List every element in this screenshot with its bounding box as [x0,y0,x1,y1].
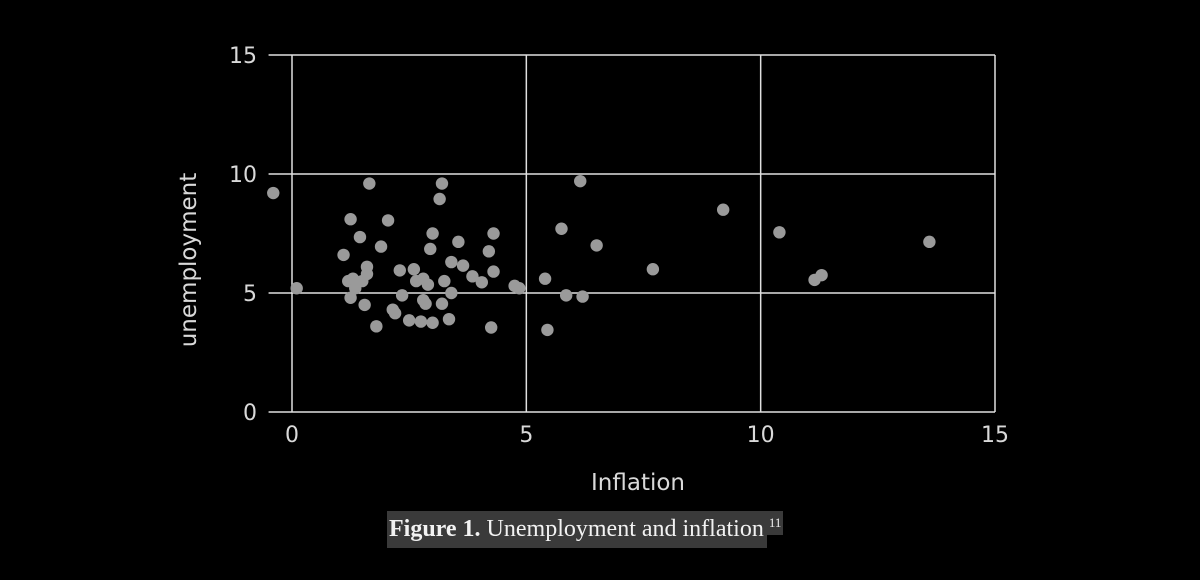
data-point [381,214,395,227]
caption-label: Figure 1. [389,516,481,542]
x-axis-label: Inflation [591,470,685,496]
data-point [559,289,573,302]
figure-caption: Figure 1. Unemployment and inflation 11 [387,511,784,548]
y-tick-label: 5 [243,282,257,307]
data-point [574,174,587,188]
data-point [646,263,660,276]
data-point [438,274,451,288]
data-point [815,268,828,282]
data-point [555,222,568,235]
data-point [442,312,456,326]
data-point [487,227,500,240]
y-tick-label: 0 [243,401,257,426]
x-tick-label: 5 [519,423,533,448]
data-point [419,297,432,310]
data-point [337,248,350,262]
data-point [456,259,470,272]
x-tick-label: 0 [285,423,299,448]
y-axis-label: unemployment [176,173,202,348]
data-point [426,316,439,329]
data-points [267,174,936,337]
data-point [393,264,406,277]
data-point [445,255,458,269]
data-point [374,240,388,253]
data-point [773,226,786,239]
y-tick-label: 15 [229,44,257,69]
caption-main: Figure 1. Unemployment and inflation [387,511,767,548]
data-point [344,213,357,226]
data-point [445,286,458,300]
data-point [435,177,449,190]
data-point [433,192,446,206]
data-point [360,260,374,274]
tick-labels: 0 5 10 15 0 5 10 15 [229,44,1009,448]
data-point [370,320,383,333]
data-point [424,242,437,256]
data-point [421,278,435,291]
data-point [576,290,589,303]
data-point [435,297,449,310]
data-point [358,298,371,312]
data-point [538,272,552,285]
data-point [414,315,428,328]
data-point [487,265,500,278]
data-point [484,321,498,334]
data-point [267,186,280,200]
data-point [344,291,357,304]
data-point [426,227,439,240]
data-point [402,314,416,327]
data-point [395,289,409,302]
x-tick-label: 15 [981,423,1009,448]
y-tick-label: 10 [229,163,257,188]
data-point [541,323,554,337]
caption-text: Unemployment and inflation [486,516,764,542]
data-point [452,235,465,249]
caption-footnote: 11 [766,511,784,535]
data-point [923,235,936,249]
data-point [388,307,402,320]
data-point [466,270,479,283]
data-point [407,263,421,276]
data-point [353,230,367,244]
x-tick-label: 10 [747,423,775,448]
data-point [346,272,360,285]
data-point [716,203,730,216]
data-point [513,282,526,295]
data-point [290,282,303,295]
grid-lines [268,54,996,413]
data-point [590,239,603,252]
data-point [363,177,376,190]
data-point [482,245,496,258]
data-point [475,276,489,289]
